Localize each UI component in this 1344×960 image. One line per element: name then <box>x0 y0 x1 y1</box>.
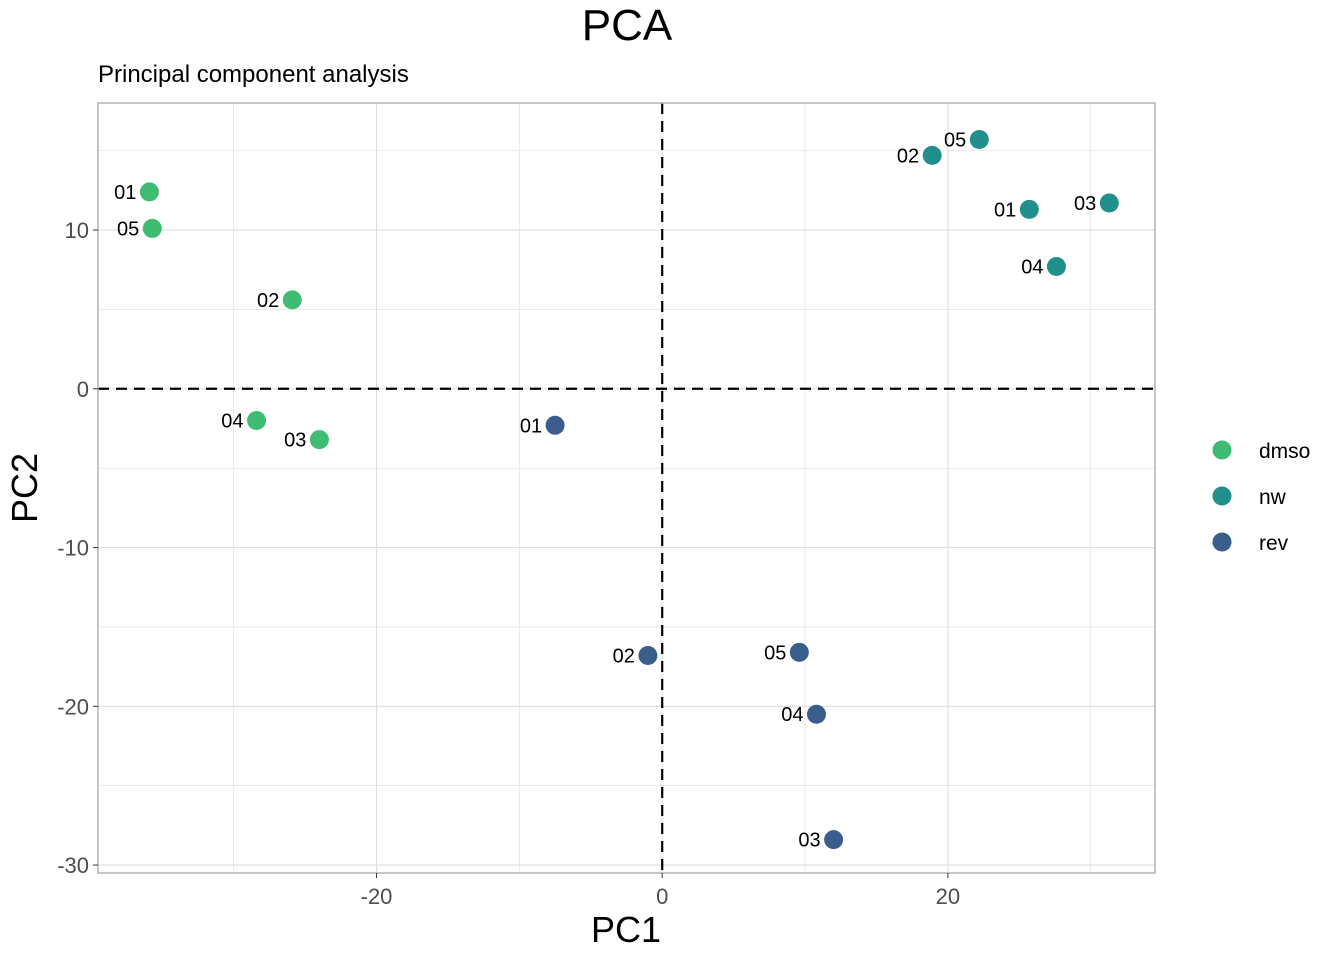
point-label: 03 <box>1074 193 1096 215</box>
y-tick-label: 0 <box>77 377 89 402</box>
data-point-dmso <box>142 218 162 238</box>
chart-subtitle: Principal component analysis <box>98 61 409 88</box>
point-label: 05 <box>944 130 966 152</box>
point-label: 01 <box>520 415 542 437</box>
legend-key-nw <box>1212 486 1232 506</box>
y-tick-label: -20 <box>57 694 89 719</box>
legend: dmso nw rev <box>1212 440 1310 555</box>
point-label: 03 <box>798 830 820 852</box>
y-axis-title: PC2 <box>4 453 45 523</box>
data-point-dmso <box>139 182 159 202</box>
x-tick-label: -20 <box>361 884 393 909</box>
point-label: 02 <box>257 290 279 312</box>
legend-label-nw: nw <box>1259 486 1287 509</box>
point-label: 04 <box>781 704 803 726</box>
data-point-nw <box>1046 257 1066 277</box>
legend-key-dmso <box>1212 440 1232 460</box>
y-tick-label: 10 <box>65 218 89 243</box>
data-point-rev <box>806 704 826 724</box>
point-label: 04 <box>221 411 243 433</box>
x-tick-label: 20 <box>936 884 960 909</box>
data-point-nw <box>1099 193 1119 213</box>
point-label: 04 <box>1021 257 1043 279</box>
data-point-dmso <box>247 411 267 431</box>
data-point-nw <box>1019 199 1039 219</box>
plot-panel-border <box>97 102 1156 874</box>
point-label: 03 <box>284 430 306 452</box>
data-point-rev <box>545 415 565 435</box>
legend-label-dmso: dmso <box>1259 440 1310 463</box>
point-label: 02 <box>613 645 635 667</box>
point-label: 02 <box>897 145 919 167</box>
x-tick-label: 0 <box>656 884 668 909</box>
y-tick-label: -30 <box>57 853 89 878</box>
data-point-dmso <box>309 430 329 450</box>
chart-title: PCA <box>582 1 673 50</box>
legend-key-rev <box>1212 532 1232 552</box>
legend-label-rev: rev <box>1259 532 1289 555</box>
y-tick-label: -10 <box>57 536 89 561</box>
data-point-rev <box>824 830 844 850</box>
data-point-nw <box>922 145 942 165</box>
data-point-dmso <box>282 290 302 310</box>
point-label: 01 <box>994 199 1016 221</box>
reference-lines <box>98 103 1155 873</box>
point-label: 01 <box>114 182 136 204</box>
point-label: 05 <box>764 642 786 664</box>
data-point-rev <box>789 642 809 662</box>
point-label: 05 <box>117 218 139 240</box>
data-point-nw <box>969 130 989 150</box>
data-point-rev <box>638 645 658 665</box>
data-points: 01 05 02 04 03 02 05 01 03 04 01 02 05 04 03 <box>114 130 1119 852</box>
x-axis-title: PC1 <box>591 909 661 950</box>
